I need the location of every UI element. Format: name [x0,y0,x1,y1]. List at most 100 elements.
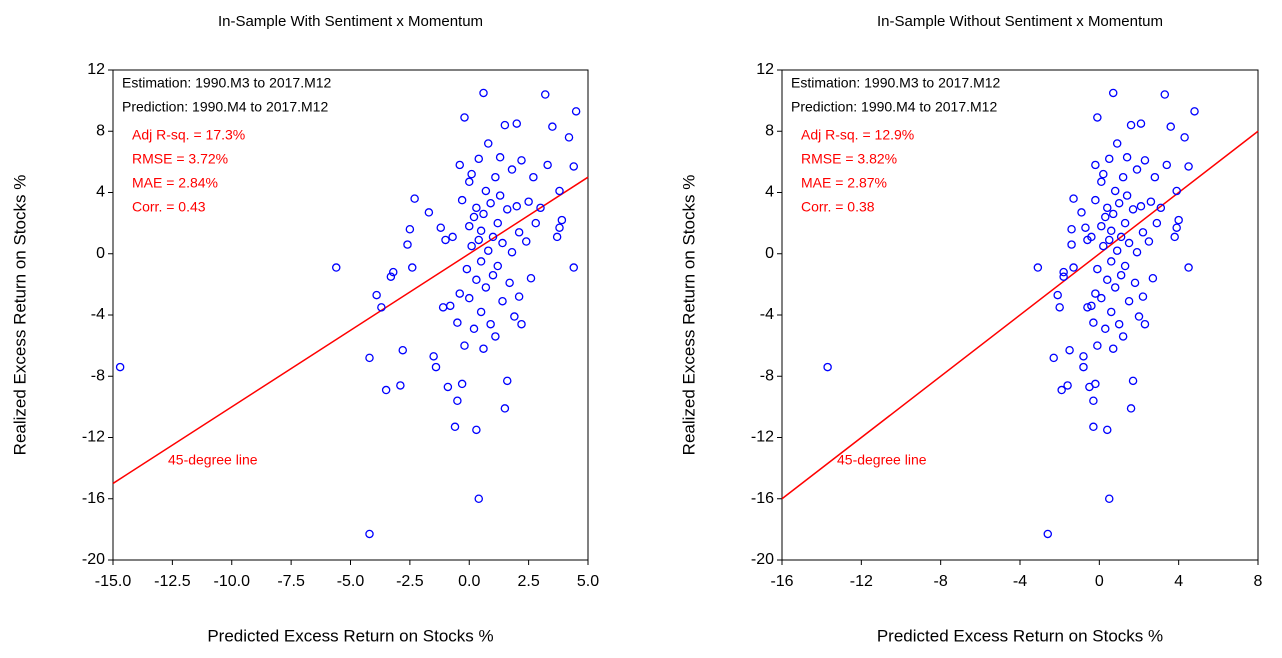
scatter-point [526,273,536,283]
scatter-point [1081,223,1090,232]
scatter-point [1140,156,1150,165]
scatter-point [460,113,469,122]
scatter-point [1118,172,1128,182]
scatter-point [1106,307,1116,317]
scatter-point [472,425,481,435]
scatter-point [543,160,552,170]
scatter-point [498,296,507,306]
scatter-point [483,139,493,148]
x-tick-label: -2.5 [396,573,424,590]
scatter-point [498,238,507,248]
x-tick-label: -10.0 [214,573,251,590]
scatter-point [555,223,564,232]
scatter-point [479,209,488,219]
scatter-point [1114,198,1124,208]
y-tick-label: -20 [82,551,105,568]
scatter-point [377,303,386,312]
x-tick-label: -12.5 [154,573,191,590]
annotation: MAE = 2.87% [801,175,887,191]
scatter-point [450,422,460,432]
scatter-point [1067,240,1076,249]
scatter-point [453,396,462,405]
scatter-point [488,270,498,280]
scatter-point [1132,247,1142,257]
scatter-point [1116,232,1126,242]
scatter-point [1091,195,1100,205]
x-tick-label: -7.5 [277,573,305,590]
scatter-point [453,318,462,327]
scatter-point [1079,362,1088,372]
x-tick-label: 8 [1254,573,1263,590]
scatter-point [486,198,495,208]
scatter-point [1099,241,1108,251]
scatter-point [1059,272,1068,281]
y-tick-label: -16 [751,490,774,507]
annotation: Prediction: 1990.M4 to 2017.M12 [791,99,997,115]
scatter-point [1087,232,1096,242]
scatter-point [488,232,498,242]
scatter-point [1097,221,1106,231]
scatter-point [500,404,510,413]
y-tick-label: -4 [91,306,105,323]
scatter-point [381,385,391,395]
scatter-point [548,122,557,131]
x-tick-label: -5.0 [337,573,365,590]
scatter-point [479,88,488,98]
scatter-point [1138,228,1148,237]
annotation: MAE = 2.84% [132,175,218,191]
scatter-point [1172,223,1181,232]
scatter-point [1069,194,1078,203]
scatter-point [1049,353,1058,363]
annotation: Adj R-sq. = 17.3% [132,127,245,143]
y-tick-label: -16 [82,490,105,507]
scatter-point [1057,385,1066,395]
x-tick-label: -4 [1013,573,1027,590]
scatter-point [481,283,491,292]
scatter-point [436,223,445,232]
scatter-point [396,381,405,390]
scatter-point [1136,119,1146,128]
scatter-point [464,293,474,303]
scatter-point [493,218,502,228]
scatter-point [1140,319,1150,329]
scatter-point [1166,122,1175,131]
scatter-point [386,272,396,281]
annotation: Corr. = 0.43 [132,199,206,215]
scatter-point [512,202,522,211]
scatter-point [552,232,562,242]
annotation: Corr. = 0.38 [801,199,875,215]
scatter-point [398,345,407,355]
scatter-point [481,186,491,196]
scatter-point [474,154,483,164]
scatter-point [1099,169,1108,179]
scatter-point [365,353,374,363]
x-axis-label: Predicted Excess Return on Stocks % [207,626,493,645]
scatter-point [455,160,464,170]
scatter-point [1089,396,1098,405]
scatter-point [569,162,579,171]
reference-line [781,130,1259,500]
y-tick-label: -12 [751,429,774,446]
scatter-point [1108,344,1118,353]
scatter-point [331,263,341,272]
y-axis-label: Realized Excess Return on Stocks % [679,175,698,456]
scatter-point [1091,289,1100,298]
x-tick-label: 0 [1095,573,1104,590]
scatter-point [388,267,398,277]
scatter-point [1150,172,1160,182]
scatter-point [1103,275,1112,285]
x-tick-label: -12 [850,573,873,590]
scatter-point [476,257,486,266]
y-tick-label: 4 [765,184,774,201]
plot-frame [112,69,589,561]
scatter-point [514,292,524,301]
scatter-point [460,341,469,350]
scatter-point [472,275,481,285]
scatter-point [1106,226,1116,236]
annotation: RMSE = 3.82% [801,151,897,167]
y-tick-label: 8 [96,122,105,139]
scatter-point [429,352,438,361]
scatter-point [1108,209,1118,219]
scatter-point [493,261,502,271]
